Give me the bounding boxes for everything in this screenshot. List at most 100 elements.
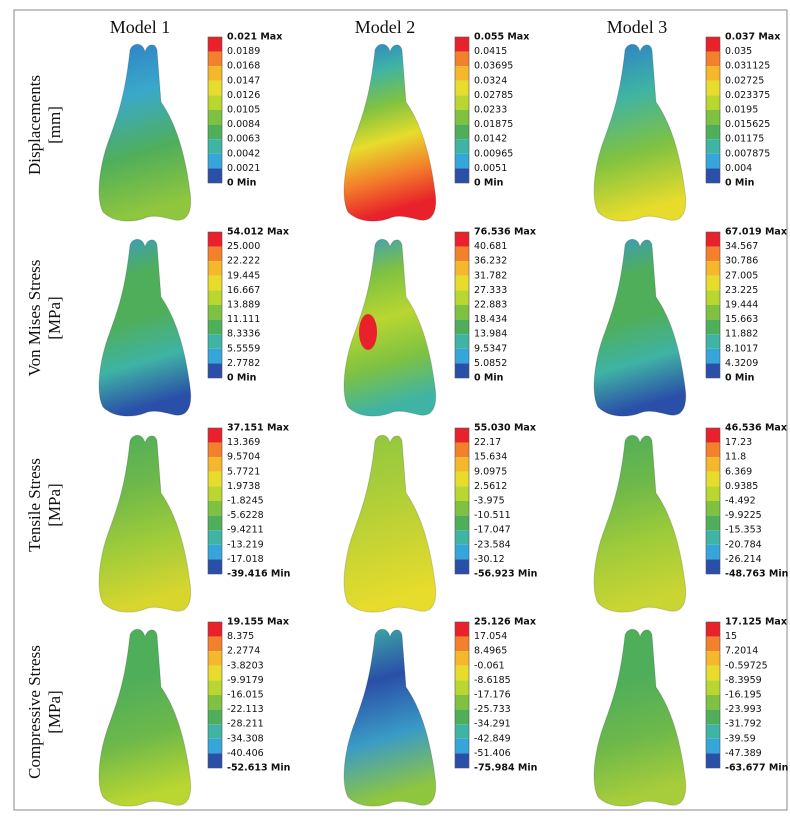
row-unit: [MPa]: [45, 483, 64, 526]
tooth: [593, 434, 687, 613]
legend-swatch: [208, 695, 222, 710]
legend-label: 2.2774: [227, 646, 260, 657]
legend-label: 0 Min: [725, 373, 755, 384]
legend-swatch: [455, 363, 469, 378]
legend-swatch: [208, 665, 222, 681]
legend-swatch: [208, 515, 222, 531]
legend-label: -1.8245: [227, 496, 264, 507]
legend-swatch: [706, 428, 720, 443]
tooth: [343, 43, 437, 222]
legend-label: -9.9225: [725, 510, 762, 521]
legend-label: 0.0189: [227, 46, 260, 57]
column-heading: Model 3: [607, 17, 668, 37]
legend-label: -0.061: [474, 660, 505, 671]
legend-label: 5.5559: [227, 343, 260, 354]
legend-swatch: [455, 124, 469, 140]
legend-swatch: [455, 457, 469, 472]
legend-label: 0.055 Max: [474, 32, 529, 43]
legend-label: 11.8: [725, 452, 746, 463]
legend-swatch: [706, 290, 720, 305]
legend-swatch: [455, 261, 469, 276]
legend-swatch: [455, 428, 469, 443]
tooth: [343, 434, 437, 613]
tooth-model: [98, 628, 192, 807]
legend-swatch: [706, 695, 720, 710]
legend-swatch: [706, 709, 720, 725]
legend-label: -28.211: [227, 719, 264, 730]
legend-swatch: [706, 232, 720, 247]
legend-label: 15.634: [474, 452, 507, 463]
legend-swatch: [208, 544, 222, 560]
legend-label: 31.782: [474, 270, 507, 281]
legend-label: 30.786: [725, 256, 758, 267]
legend-label: 27.333: [474, 285, 507, 296]
legend-label: 76.536 Max: [474, 227, 536, 238]
legend-swatch: [455, 738, 469, 754]
legend-label: 8.1017: [725, 343, 758, 354]
legend-label: 0.0051: [474, 163, 507, 174]
legend-label: -47.389: [725, 748, 762, 759]
tooth-model: [343, 628, 437, 807]
legend-label: 13.369: [227, 437, 260, 448]
legend-label: -13.219: [227, 539, 264, 550]
legend-label: 0.004: [725, 163, 752, 174]
legend-label: 25.126 Max: [474, 617, 536, 628]
legend-swatch: [455, 515, 469, 531]
legend-label: -4.492: [725, 496, 756, 507]
legend-swatch: [208, 139, 222, 154]
legend-label: 0.0021: [227, 163, 260, 174]
legend-label: -8.3959: [725, 675, 762, 686]
legend-swatch: [706, 471, 720, 487]
legend-swatch: [455, 442, 469, 458]
legend-label: 0.021 Max: [227, 32, 282, 43]
legend-swatch: [706, 139, 720, 154]
legend-swatch: [706, 124, 720, 140]
legend-label: 5.7721: [227, 466, 260, 477]
legend-swatch: [455, 544, 469, 560]
legend-swatch: [208, 232, 222, 247]
legend-label: -17.047: [474, 525, 511, 536]
tooth-model: [593, 43, 687, 222]
legend-swatch: [455, 290, 469, 305]
legend-swatch: [208, 457, 222, 472]
legend-label: 22.17: [474, 437, 501, 448]
legend-label: -26.214: [725, 554, 762, 565]
stress-spot: [359, 314, 377, 350]
legend-swatch: [706, 95, 720, 110]
legend-swatch: [455, 110, 469, 125]
legend-label: 0.0415: [474, 46, 507, 57]
legend-swatch: [455, 636, 469, 652]
legend-swatch: [455, 139, 469, 154]
legend-swatch: [208, 246, 222, 262]
legend-swatch: [706, 680, 720, 695]
legend-swatch: [455, 305, 469, 320]
legend-label: 67.019 Max: [725, 227, 787, 238]
tooth: [593, 628, 687, 807]
legend-swatch: [208, 110, 222, 125]
legend-swatch: [706, 66, 720, 81]
legend-label: 7.2014: [725, 646, 758, 657]
legend-swatch: [706, 530, 720, 545]
legend-label: -75.984 Min: [474, 763, 538, 774]
row-label: Von Mises Stress: [25, 260, 44, 377]
legend-swatch: [706, 110, 720, 125]
legend-swatch: [455, 486, 469, 501]
legend-label: 8.375: [227, 631, 254, 642]
legend-label: 13.984: [474, 329, 507, 340]
legend-swatch: [208, 261, 222, 276]
legend-swatch: [208, 442, 222, 458]
legend-swatch: [455, 37, 469, 52]
tooth: [98, 628, 192, 807]
legend-label: 19.155 Max: [227, 617, 289, 628]
legend-swatch: [208, 363, 222, 378]
legend-border: [207, 231, 223, 379]
legend-swatch: [208, 305, 222, 320]
legend-label: 9.5704: [227, 452, 260, 463]
legend-label: 0.0147: [227, 75, 260, 86]
legend-swatch: [208, 471, 222, 487]
legend-label: -42.849: [474, 733, 511, 744]
legend-label: 1.9738: [227, 481, 260, 492]
legend-swatch: [706, 275, 720, 291]
legend-swatch: [208, 290, 222, 305]
